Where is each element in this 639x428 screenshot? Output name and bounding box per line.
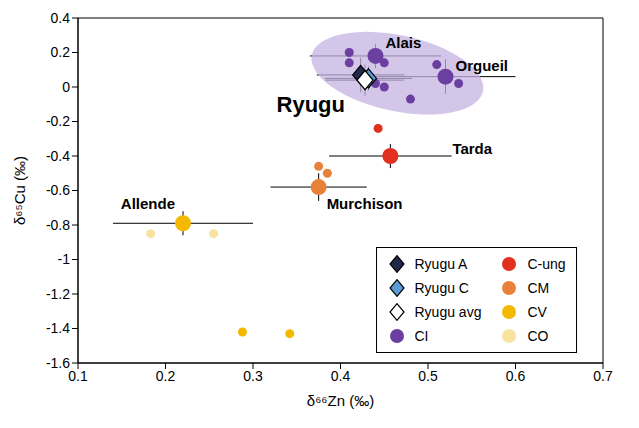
html-text:CI: CI xyxy=(414,328,429,345)
svg-text:0.2: 0.2 xyxy=(156,368,176,384)
svg-text:Ryugu: Ryugu xyxy=(277,92,345,117)
html-text:C-ung: C-ung xyxy=(527,256,566,273)
svg-text:0.4: 0.4 xyxy=(51,10,71,26)
svg-text:δ⁶⁶Zn (‰): δ⁶⁶Zn (‰) xyxy=(307,392,374,409)
svg-text:Orgueil: Orgueil xyxy=(456,57,509,74)
svg-text:-1.2: -1.2 xyxy=(46,286,70,302)
svg-text:-0.8: -0.8 xyxy=(46,217,70,233)
svg-text:0.5: 0.5 xyxy=(418,368,438,384)
svg-text:Tarda: Tarda xyxy=(452,140,492,157)
svg-text:0.7: 0.7 xyxy=(593,368,613,384)
html-text:CV: CV xyxy=(527,304,547,321)
html-text:CO: CO xyxy=(527,328,549,345)
svg-text:Alais: Alais xyxy=(386,34,422,51)
svg-text:-0.6: -0.6 xyxy=(46,182,70,198)
svg-text:0.1: 0.1 xyxy=(68,368,88,384)
svg-text:0: 0 xyxy=(62,79,70,95)
svg-text:0.4: 0.4 xyxy=(331,368,351,384)
svg-text:0.2: 0.2 xyxy=(51,44,71,60)
html-text:Ryugu A: Ryugu A xyxy=(414,256,468,273)
svg-text:-1.4: -1.4 xyxy=(46,320,70,336)
svg-text:-0.4: -0.4 xyxy=(46,148,70,164)
svg-text:0.3: 0.3 xyxy=(243,368,263,384)
html-text:Ryugu C: Ryugu C xyxy=(414,280,469,297)
svg-text:-0.2: -0.2 xyxy=(46,113,70,129)
svg-text:-1.6: -1.6 xyxy=(46,355,70,371)
svg-text:Murchison: Murchison xyxy=(327,195,403,212)
svg-text:δ⁶⁵Cu (‰): δ⁶⁵Cu (‰) xyxy=(11,156,28,225)
svg-text:Allende: Allende xyxy=(121,195,175,212)
html-text:CM: CM xyxy=(527,280,550,297)
svg-text:0.6: 0.6 xyxy=(506,368,526,384)
svg-text:-1: -1 xyxy=(58,251,71,267)
html-text:Ryugu avg: Ryugu avg xyxy=(414,304,482,321)
